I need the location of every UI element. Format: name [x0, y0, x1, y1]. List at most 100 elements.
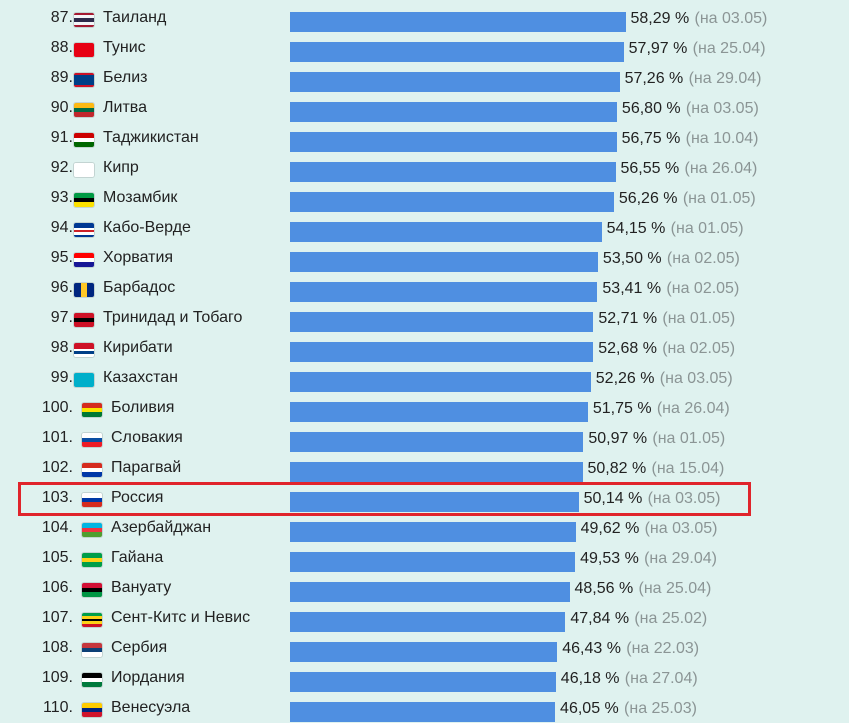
bar	[290, 72, 620, 92]
country-name: Мозамбик	[103, 189, 178, 206]
flag-icon	[74, 163, 94, 177]
flag-icon	[74, 283, 94, 297]
value-label: 46,18 %	[560, 670, 620, 687]
date-label: (на 03.05)	[694, 10, 768, 27]
table-row: 94. Кабо-Верде 54,15 % (на 01.05)	[0, 213, 849, 243]
date-label: (на 02.05)	[662, 340, 736, 357]
bar	[290, 192, 614, 212]
flag-icon	[82, 613, 102, 627]
country-name: Словакия	[111, 429, 183, 446]
bar	[290, 522, 576, 542]
country-name: Гайана	[111, 549, 164, 566]
date-label: (на 22.03)	[626, 640, 700, 657]
value-label: 47,84 %	[570, 610, 630, 627]
rank-label: 102.	[41, 459, 73, 476]
flag-icon	[82, 433, 102, 447]
country-name: Таиланд	[103, 9, 167, 26]
bar	[290, 162, 616, 182]
flag-icon	[82, 553, 102, 567]
table-row: 89. Белиз 57,26 % (на 29.04)	[0, 63, 849, 93]
bar	[290, 372, 591, 392]
value-label: 52,71 %	[598, 310, 658, 327]
table-row: 106. Вануату 48,56 % (на 25.04)	[0, 573, 849, 603]
flag-icon	[82, 673, 102, 687]
value-label: 52,26 %	[595, 370, 655, 387]
rank-label: 88.	[50, 39, 73, 56]
rank-label: 95.	[50, 249, 73, 266]
date-label: (на 01.05)	[652, 430, 726, 447]
date-label: (на 29.04)	[644, 550, 717, 567]
country-name: Барбадос	[103, 279, 176, 296]
country-name: Белиз	[103, 69, 148, 86]
flag-icon	[82, 403, 102, 417]
value-label: 56,75 %	[621, 130, 681, 147]
bar	[290, 252, 598, 272]
flag-icon	[74, 253, 94, 267]
rank-label: 91.	[50, 129, 73, 146]
flag-icon	[74, 313, 94, 327]
value-label: 50,82 %	[587, 460, 647, 477]
rank-label: 100.	[41, 399, 73, 416]
rank-label: 98.	[50, 339, 73, 356]
table-row: 100. Боливия 51,75 % (на 26.04)	[0, 393, 849, 423]
date-label: (на 25.02)	[634, 610, 708, 627]
bar	[290, 222, 602, 242]
value-label: 56,26 %	[618, 190, 678, 207]
country-name: Сент-Китс и Невис	[111, 609, 251, 626]
rank-label: 94.	[50, 219, 73, 236]
highlight-box-russia	[18, 482, 751, 516]
date-label: (на 10.04)	[685, 130, 759, 147]
flag-icon	[82, 463, 102, 477]
value-label: 56,55 %	[620, 160, 680, 177]
date-label: (на 26.04)	[656, 400, 730, 417]
table-row: 110. Венесуэла 46,05 % (на 25.03)	[0, 693, 849, 723]
country-name: Боливия	[111, 399, 175, 416]
date-label: (на 25.04)	[638, 580, 712, 597]
bar	[290, 312, 594, 332]
flag-icon	[74, 103, 94, 117]
rank-label: 106.	[41, 579, 73, 596]
value-label: 49,62 %	[580, 520, 640, 537]
value-label: 51,75 %	[592, 400, 652, 417]
country-name: Венесуэла	[111, 699, 191, 716]
rank-label: 101.	[41, 429, 73, 446]
value-label: 48,56 %	[574, 580, 634, 597]
value-label: 57,97 %	[628, 40, 688, 57]
bar	[290, 402, 588, 422]
date-label: (на 26.04)	[684, 160, 758, 177]
date-label: (на 01.05)	[682, 190, 756, 207]
flag-icon	[82, 583, 102, 597]
date-label: (на 02.05)	[666, 250, 740, 267]
country-name: Кирибати	[103, 339, 173, 356]
value-label: 58,29 %	[630, 10, 690, 27]
rank-label: 92.	[50, 159, 73, 176]
flag-icon	[74, 193, 94, 207]
rank-label: 93.	[50, 189, 73, 206]
table-row: 88. Тунис 57,97 % (на 25.04)	[0, 33, 849, 63]
country-name: Сербия	[111, 639, 168, 656]
bar	[290, 642, 558, 662]
table-row: 99. Казахстан 52,26 % (на 03.05)	[0, 363, 849, 393]
country-name: Тринидад и Тобаго	[103, 309, 243, 326]
bar	[290, 432, 584, 452]
flag-icon	[82, 703, 102, 717]
bar	[290, 102, 617, 122]
flag-icon	[82, 493, 102, 507]
value-label: 50,14 %	[583, 490, 643, 507]
table-row: 92. Кипр 56,55 % (на 26.04)	[0, 153, 849, 183]
rank-label: 104.	[41, 519, 73, 536]
value-label: 46,43 %	[562, 640, 621, 657]
bar	[290, 612, 566, 632]
country-name: Азербайджан	[111, 519, 212, 536]
country-name: Иордания	[111, 669, 185, 686]
date-label: (на 27.04)	[624, 670, 698, 687]
table-row: 104. Азербайджан 49,62 % (на 03.05)	[0, 513, 849, 543]
flag-icon	[82, 643, 102, 657]
date-label: (на 25.04)	[692, 40, 766, 57]
table-row: 101. Словакия 50,97 % (на 01.05)	[0, 423, 849, 453]
flag-icon	[74, 373, 94, 387]
flag-icon	[74, 13, 94, 27]
bar	[290, 342, 594, 362]
table-row: 95. Хорватия 53,50 % (на 02.05)	[0, 243, 849, 273]
rank-label: 90.	[50, 99, 73, 116]
